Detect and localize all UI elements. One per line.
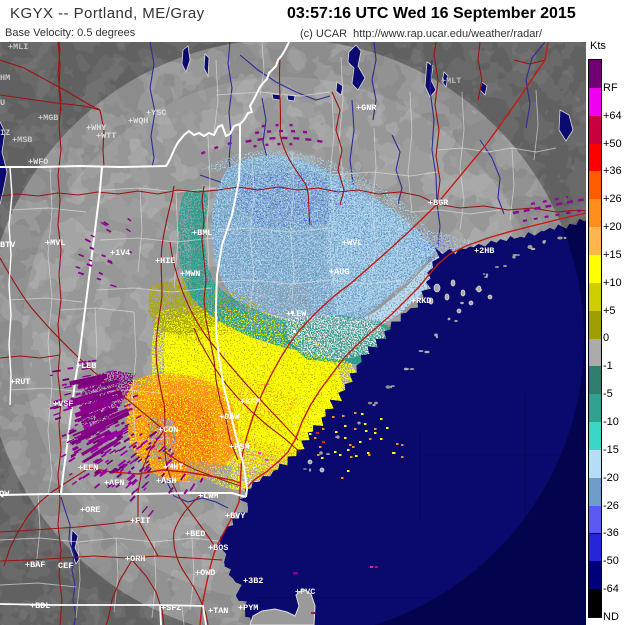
svg-text:AQW: AQW [0,489,10,499]
svg-text:+ORE: +ORE [80,505,100,515]
svg-text:+MVL: +MVL [45,238,65,248]
svg-text:+PSM: +PSM [229,442,249,452]
svg-text:+HIE: +HIE [155,256,175,266]
svg-text:+WQH: +WQH [128,116,148,126]
svg-text:+3B2: +3B2 [243,576,263,586]
svg-text:+MLT: +MLT [441,76,461,86]
svg-text:+RUT: +RUT [10,377,30,387]
svg-text:+MHT: +MHT [163,462,183,472]
svg-text:+WVL: +WVL [342,238,362,248]
svg-text:+MLI: +MLI [8,42,28,52]
svg-text:+EEN: +EEN [78,463,98,473]
svg-text:+PVC: +PVC [295,587,315,597]
svg-text:+BAF: +BAF [25,560,45,570]
svg-text:+WTT: +WTT [96,131,116,141]
svg-text:+ASH: +ASH [156,476,176,486]
svg-text:+DAW: +DAW [219,412,240,422]
svg-text:+LWM: +LWM [198,491,218,501]
svg-text:+ORH: +ORH [125,554,145,564]
svg-text:+CON: +CON [158,425,178,435]
svg-text:BTV: BTV [0,240,16,250]
svg-text:+BGR: +BGR [428,198,449,208]
svg-text:+YSC: +YSC [146,108,166,118]
svg-text:+GNR: +GNR [356,103,377,113]
svg-text:+BML: +BML [192,228,212,238]
svg-text:IZ: IZ [0,128,10,138]
svg-text:+PYM: +PYM [238,603,258,613]
svg-text:+FIT: +FIT [130,516,150,526]
svg-text:+LEB: +LEB [76,361,96,371]
svg-text:+AUG: +AUG [329,267,349,277]
svg-text:+BVY: +BVY [225,511,246,521]
svg-text:+WHY: +WHY [86,123,107,133]
svg-text:+VSF: +VSF [53,399,73,409]
svg-text:+SFM: +SFM [240,397,260,407]
svg-text:CEF: CEF [58,561,73,571]
svg-text:+AFN: +AFN [104,478,124,488]
svg-text:+1V4: +1V4 [110,248,130,258]
svg-text:+TAN: +TAN [208,606,228,616]
svg-text:+BOS: +BOS [208,543,228,553]
svg-text:+OWD: +OWD [195,568,215,578]
svg-text:+BDL: +BDL [30,601,50,611]
svg-text:HM: HM [0,73,10,83]
svg-text:+BED: +BED [185,529,205,539]
svg-text:+MGB: +MGB [38,113,58,123]
svg-text:+SFZ: +SFZ [161,603,181,613]
svg-text:+WFO: +WFO [28,157,48,167]
svg-text:+LEW: +LEW [286,309,307,319]
svg-text:+MSB: +MSB [12,135,32,145]
svg-text:U: U [0,98,5,108]
svg-text:+RKD: +RKD [411,296,431,306]
svg-text:+MWN: +MWN [180,269,200,279]
svg-text:+2HB: +2HB [474,246,494,256]
